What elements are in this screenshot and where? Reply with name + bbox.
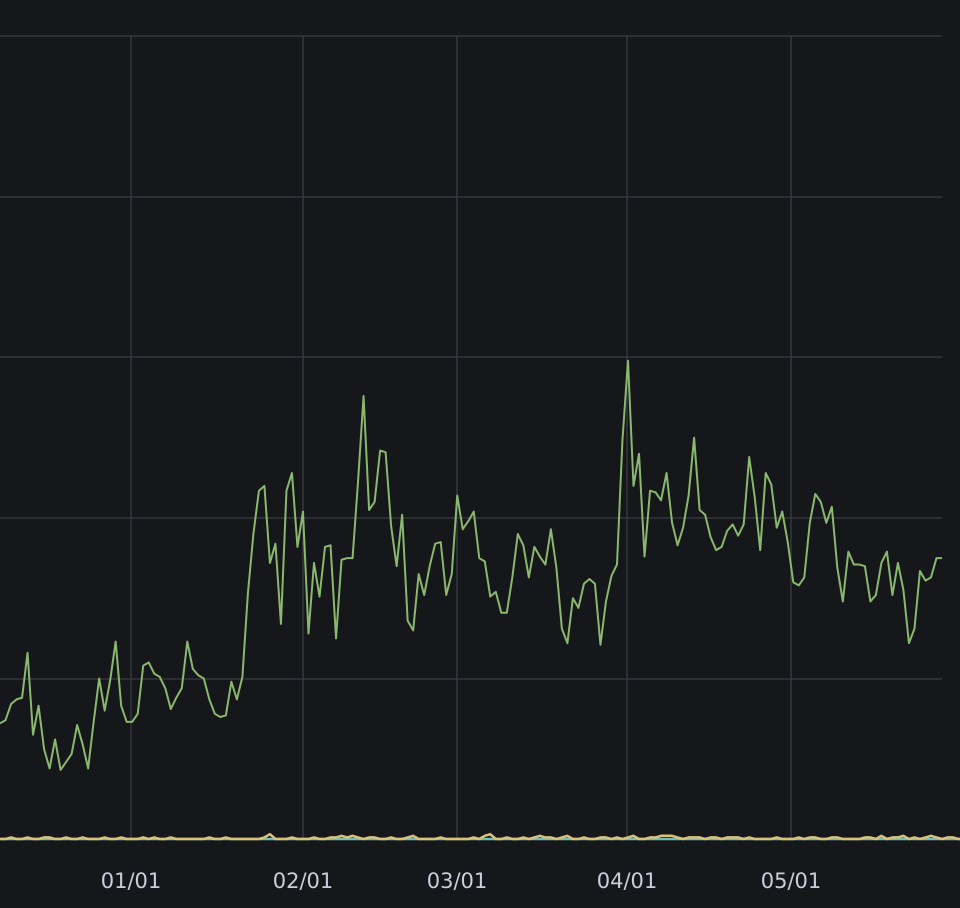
series-line-2 bbox=[0, 832, 960, 841]
x-tick-label: 04/01 bbox=[597, 869, 658, 893]
x-tick-label: 02/01 bbox=[273, 869, 334, 893]
x-axis-ticks: 01/01 02/01 03/01 04/01 05/01 bbox=[101, 869, 822, 893]
grid-lines bbox=[0, 35, 942, 839]
x-tick-label: 01/01 bbox=[101, 869, 162, 893]
series-lines bbox=[0, 359, 960, 841]
series-line-1 bbox=[0, 359, 942, 771]
x-tick-label: 03/01 bbox=[427, 869, 488, 893]
x-tick-label: 05/01 bbox=[761, 869, 822, 893]
